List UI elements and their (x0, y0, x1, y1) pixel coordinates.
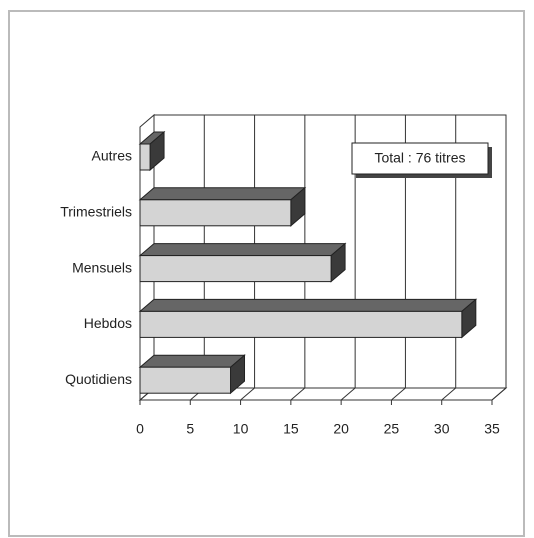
x-tick-label: 15 (283, 421, 299, 437)
bar (139, 255, 332, 283)
y-tick-label: Mensuels (72, 259, 132, 275)
floor-grid-line (441, 387, 457, 401)
floor-grid-line (391, 387, 406, 401)
y-tick-label: Hebdos (84, 315, 132, 331)
floor-grid-line (340, 387, 356, 401)
x-tick-label: 0 (136, 421, 144, 437)
floor-grid-line (290, 387, 306, 401)
bar-top (138, 354, 246, 368)
y-tick-label: Autres (92, 148, 132, 164)
bar-top (138, 187, 307, 201)
bar (139, 310, 463, 338)
x-tick-label: 35 (484, 421, 500, 437)
annotation-box (351, 142, 489, 175)
x-tick-label: 5 (186, 421, 194, 437)
frame (8, 10, 525, 537)
x-tick-label: 25 (384, 421, 400, 437)
floor-grid-line (491, 387, 507, 401)
bar-top (138, 243, 347, 257)
bar (139, 366, 232, 394)
floor-grid-line (240, 387, 255, 401)
bar-top (138, 298, 478, 312)
y-tick-label: Trimestriels (60, 204, 132, 220)
annotation: Total : 76 titres (374, 150, 465, 166)
bar (139, 199, 292, 227)
x-tick-label: 20 (333, 421, 349, 437)
x-tick-label: 10 (233, 421, 249, 437)
x-tick-label: 30 (434, 421, 450, 437)
bar (139, 143, 151, 171)
y-tick-label: Quotidiens (65, 371, 132, 387)
